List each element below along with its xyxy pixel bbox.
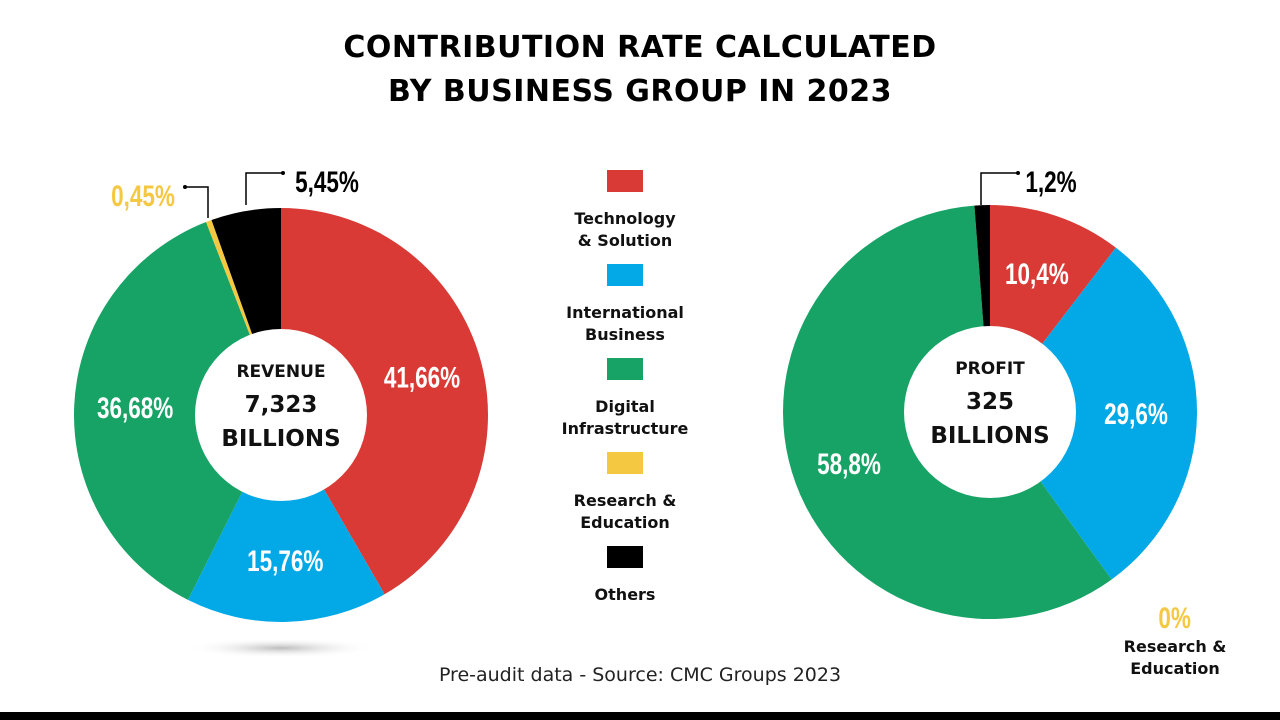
legend-swatch [607,452,643,474]
profit-slice-international-business [990,247,1197,580]
callout-dot [1016,171,1020,175]
legend-item: Technology & Solution [540,170,710,264]
legend-item: Others [540,546,710,640]
profit-label-1: 29,6% [1104,397,1168,431]
profit-research-zero-note: 0% Research & Education [1110,602,1240,680]
legend-item: International Business [540,264,710,358]
legend-swatch [607,170,643,192]
legend-swatch [607,546,643,568]
legend-label-1: Technology [574,209,676,228]
profit-label-2: 58,8% [817,447,881,481]
callout-line [185,186,209,218]
revenue-center-unit: BILLIONS [221,426,340,452]
legend-label-1: Research & [573,491,677,510]
legend-item: Research & Education [540,452,710,546]
profit-center-unit: BILLIONS [930,423,1049,449]
chart-title: CONTRIBUTION RATE CALCULATED BY BUSINESS… [0,26,1280,114]
revenue-label-3: 0,45% [111,179,175,213]
zero-note-line-1: Research & [1123,637,1227,656]
legend-swatch [607,264,643,286]
callout-line [980,172,1018,205]
legend-label-1: Digital [595,397,655,416]
callout-dot [281,171,285,175]
revenue-label-1: 15,76% [247,544,323,578]
profit-label-0: 10,4% [1005,257,1069,291]
legend-swatch [607,358,643,380]
revenue-slice-digital-infrastructure [74,222,282,600]
bottom-bar [0,712,1280,720]
revenue-center-value: 7,323 [245,392,318,418]
legend-label-2: Business [585,325,665,344]
legend-label-1: International [566,303,684,322]
title-line-1: CONTRIBUTION RATE CALCULATED [343,30,937,65]
source-note: Pre-audit data - Source: CMC Groups 2023 [438,664,842,686]
legend-item: Digital Infrastructure [540,358,710,452]
profit-donut-hole [904,326,1076,498]
revenue-slice-international-business [187,415,385,622]
revenue-slice-technology-solution [281,208,488,595]
legend-label-1: Others [594,585,656,604]
profit-research-label: 0% [1158,602,1192,635]
revenue-donut-hole [195,329,367,501]
zero-note-line-2: Education [1130,659,1220,678]
title-line-2: BY BUSINESS GROUP IN 2023 [387,74,893,109]
revenue-label-0: 41,66% [384,360,460,394]
revenue-shadow [186,638,376,658]
profit-center-title: PROFIT [955,359,1025,379]
profit-donut: 10,4% 29,6% 58,8% 1,2% PROFIT 325 BILLIONS [782,165,1197,620]
callout-line [245,172,283,205]
legend: Technology & Solution International Busi… [540,170,710,640]
profit-center-value: 325 [966,389,1014,415]
legend-label-2: & Solution [577,231,673,250]
legend-label-2: Infrastructure [561,419,689,438]
revenue-center-title: REVENUE [236,362,325,382]
revenue-label-4: 5,45% [295,165,359,199]
profit-label-4: 1,2% [1025,165,1076,199]
callout-dot [183,185,187,189]
legend-label-2: Education [580,513,670,532]
revenue-donut: 41,66% 15,76% 36,68% 0,45% 5,45% REVENUE 7,323… [74,165,488,622]
revenue-label-2: 36,68% [97,391,173,425]
